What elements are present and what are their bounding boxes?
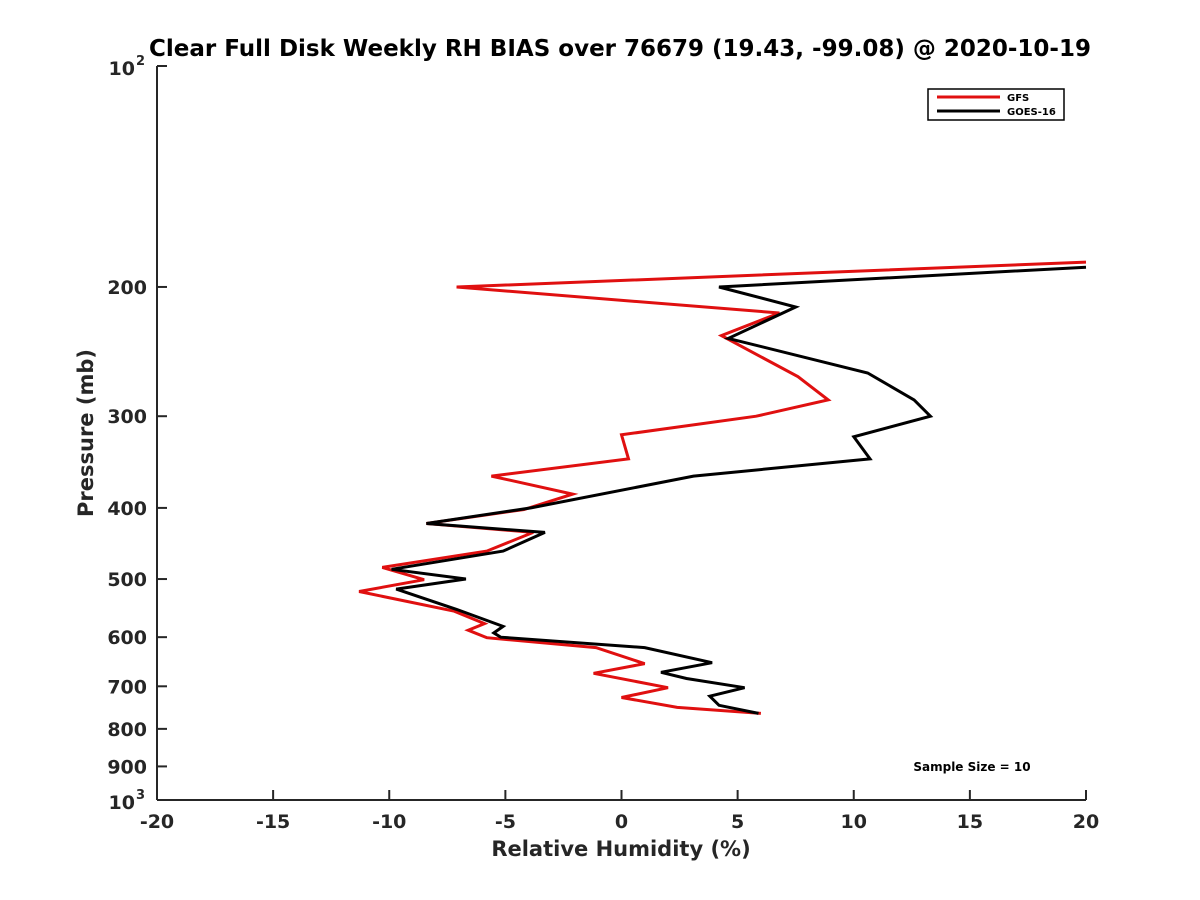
x-tick-label: 15 (957, 811, 983, 833)
y-tick-label: 900 (107, 756, 147, 778)
chart-title: Clear Full Disk Weekly RH BIAS over 7667… (149, 36, 1091, 62)
y-tick-label: 400 (107, 498, 147, 520)
legend-box (927, 88, 1065, 121)
y-tick-label-base: 10 (109, 58, 135, 80)
x-tick-label: -5 (495, 811, 516, 833)
legend: GFS GOES-16 (927, 88, 1065, 121)
y-axis-label: Pressure (mb) (74, 349, 98, 517)
sample-size-annotation: Sample Size = 10 (913, 760, 1030, 774)
y-tick-label: 300 (107, 406, 147, 428)
legend-label-gfs: GFS (1007, 93, 1029, 104)
series-line-gfs (358, 260, 1087, 715)
y-tick-label: 800 (107, 719, 147, 741)
y-tick-label: 600 (107, 627, 147, 649)
series-layer (358, 260, 1087, 715)
x-tick-label: 20 (1073, 811, 1099, 833)
y-tick-label: 200 (107, 277, 147, 299)
x-tick-label: -20 (140, 811, 174, 833)
y-tick-label: 700 (107, 676, 147, 698)
x-tick-group: -20 -15 -10 -5 0 5 10 15 20 (140, 790, 1099, 833)
y-tick-label-exponent: 2 (136, 54, 145, 69)
y-tick-label-exponent: 3 (136, 788, 145, 803)
series-line-goes16 (391, 265, 1087, 715)
x-tick-label: 0 (615, 811, 628, 833)
y-tick-label: 500 (107, 569, 147, 591)
plot-area: -20 -15 -10 -5 0 5 10 15 20 10 220030040050060070… (107, 54, 1099, 833)
x-axis-label: Relative Humidity (%) (491, 837, 750, 861)
x-tick-label: 5 (731, 811, 744, 833)
y-tick-label-base: 10 (109, 792, 135, 814)
x-tick-label: 10 (841, 811, 867, 833)
x-tick-label: -15 (256, 811, 290, 833)
x-tick-label: -10 (372, 811, 406, 833)
legend-label-goes16: GOES-16 (1007, 107, 1056, 118)
